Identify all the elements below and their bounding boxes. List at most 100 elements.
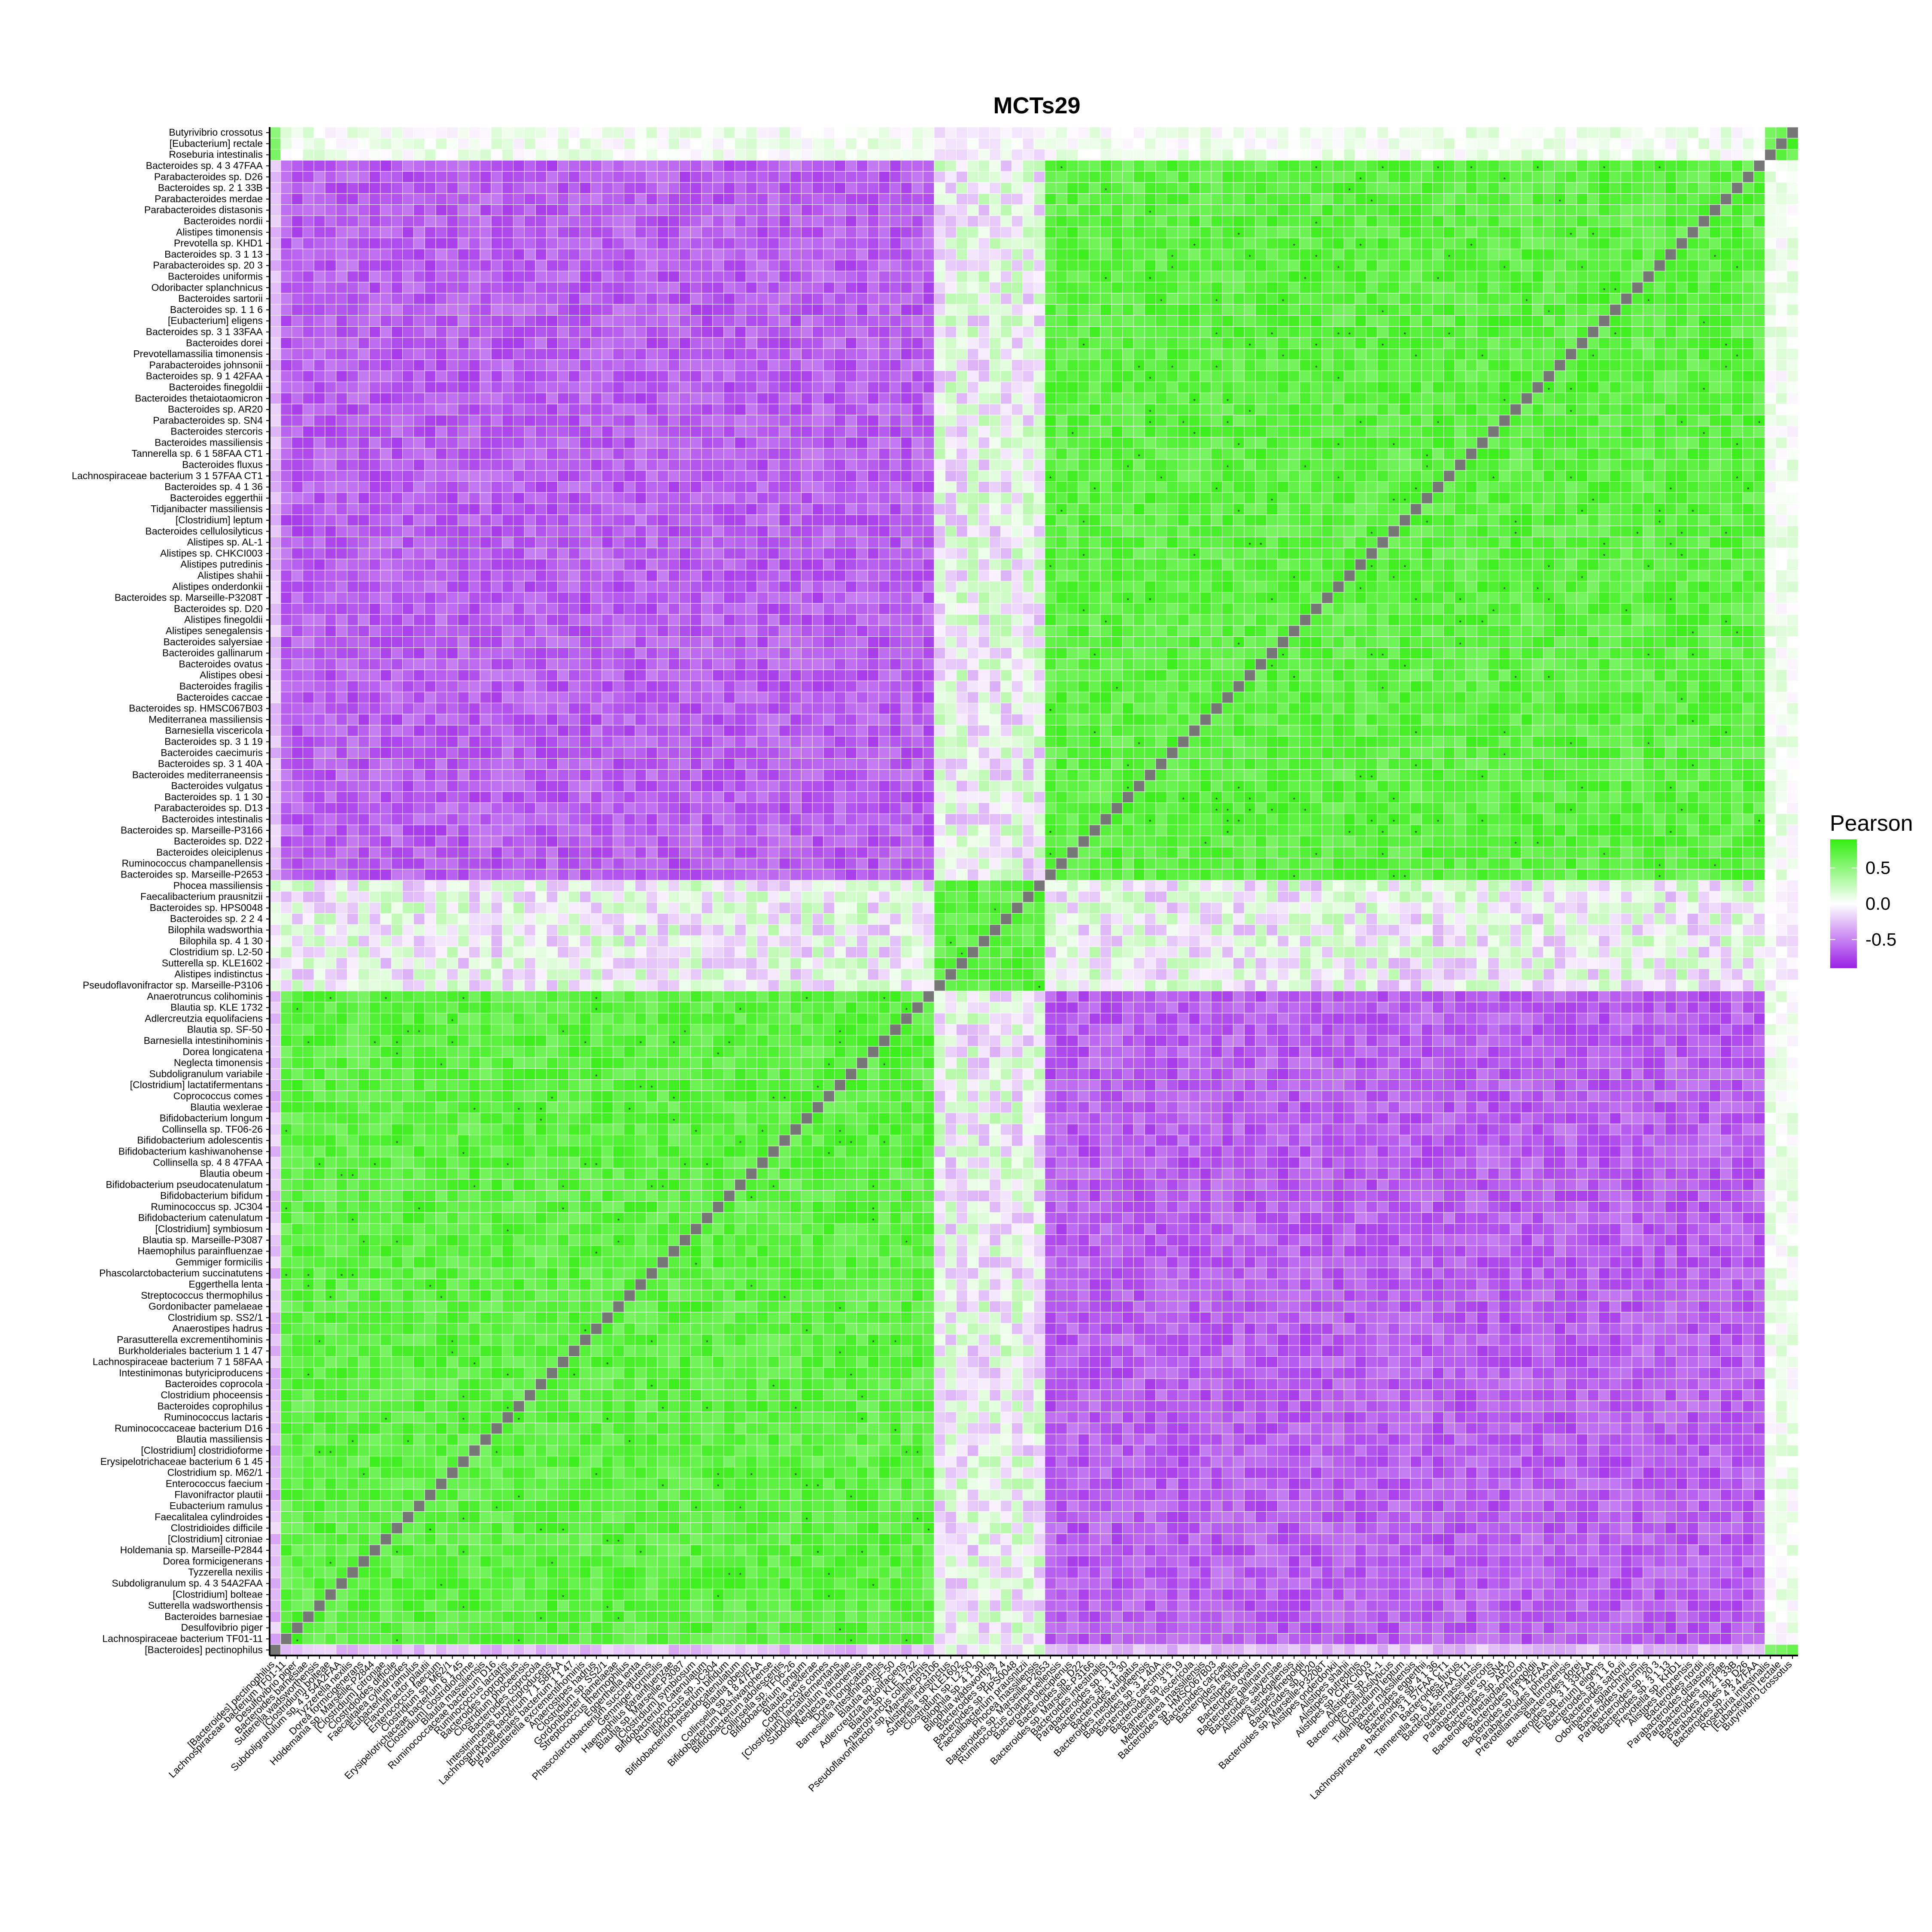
- heatmap-cell: [735, 171, 746, 182]
- heatmap-cell: [812, 415, 823, 426]
- heatmap-cell: [1776, 360, 1787, 371]
- heatmap-cell: [347, 437, 358, 448]
- heatmap-cell: [790, 316, 801, 327]
- heatmap-cell: [1089, 238, 1100, 249]
- heatmap-cell: [1278, 404, 1289, 415]
- heatmap-cell: [934, 260, 945, 271]
- heatmap-cell: [1577, 393, 1588, 404]
- heatmap-cell: [724, 415, 735, 426]
- heatmap-cell: [967, 504, 978, 515]
- heatmap-cell: [1410, 205, 1422, 216]
- heatmap-cell: [801, 149, 812, 161]
- heatmap-cell: [1433, 337, 1444, 349]
- heatmap-cell: [1599, 448, 1610, 459]
- heatmap-cell: [779, 515, 790, 526]
- heatmap-cell: [513, 360, 525, 371]
- heatmap-cell: [1765, 194, 1776, 205]
- heatmap-cell: [1754, 160, 1765, 171]
- heatmap-cell: [292, 448, 303, 459]
- heatmap-cell: [1610, 260, 1621, 271]
- heatmap-cell: [868, 393, 879, 404]
- heatmap-cell: [1510, 404, 1521, 415]
- heatmap-cell: [923, 160, 934, 171]
- heatmap-cell: [1554, 371, 1565, 382]
- heatmap-cell: [425, 492, 436, 504]
- heatmap-cell: [1156, 349, 1167, 360]
- heatmap-cell: [270, 149, 281, 161]
- heatmap-cell: [1443, 471, 1455, 482]
- heatmap-cell: [724, 316, 735, 327]
- heatmap-cell: [1300, 227, 1311, 238]
- heatmap-cell: [1687, 492, 1698, 504]
- heatmap-cell: [1133, 216, 1145, 227]
- heatmap-cell: [1178, 304, 1189, 316]
- heatmap-cell: [1754, 393, 1765, 404]
- heatmap-cell: [912, 482, 923, 493]
- heatmap-cell: [1710, 160, 1721, 171]
- heatmap-cell: [1477, 171, 1488, 182]
- heatmap-cell: [868, 415, 879, 426]
- heatmap-cell: [1565, 194, 1577, 205]
- heatmap-cell: [1023, 326, 1034, 337]
- heatmap-cell: [413, 492, 425, 504]
- heatmap-cell: [835, 492, 846, 504]
- heatmap-cell: [646, 393, 657, 404]
- heatmap-cell: [1078, 382, 1089, 393]
- heatmap-cell: [1100, 349, 1112, 360]
- heatmap-cell: [1355, 182, 1366, 194]
- heatmap-cell: [868, 492, 879, 504]
- heatmap-cell: [801, 271, 812, 282]
- heatmap-cell: [314, 371, 325, 382]
- heatmap-cell: [513, 393, 525, 404]
- heatmap-cell: [602, 426, 613, 437]
- heatmap-cell: [1698, 205, 1710, 216]
- heatmap-cell: [1100, 482, 1112, 493]
- heatmap-cell: [1222, 382, 1233, 393]
- heatmap-cell: [1311, 304, 1322, 316]
- heatmap-cell: [1333, 205, 1344, 216]
- heatmap-cell: [1455, 194, 1466, 205]
- heatmap-cell: [513, 138, 525, 149]
- heatmap-cell: [314, 194, 325, 205]
- heatmap-cell: [646, 249, 657, 260]
- heatmap-cell: [1233, 515, 1244, 526]
- heatmap-cell: [956, 404, 967, 415]
- heatmap-cell: [1267, 282, 1278, 293]
- heatmap-cell: [1267, 160, 1278, 171]
- heatmap-cell: [646, 404, 657, 415]
- heatmap-cell: [1344, 349, 1355, 360]
- heatmap-cell: [768, 160, 779, 171]
- heatmap-cell: [702, 482, 713, 493]
- heatmap-cell: [281, 194, 292, 205]
- heatmap-cell: [812, 471, 823, 482]
- heatmap-cell: [1743, 293, 1754, 304]
- heatmap-cell: [1632, 415, 1643, 426]
- heatmap-cell: [945, 504, 957, 515]
- heatmap-cell: [857, 437, 868, 448]
- heatmap-cell: [868, 149, 879, 161]
- heatmap-cell: [1621, 205, 1632, 216]
- heatmap-cell: [1112, 194, 1123, 205]
- heatmap-cell: [580, 138, 591, 149]
- heatmap-cell: [380, 471, 392, 482]
- heatmap-cell: [690, 393, 702, 404]
- heatmap-cell: [392, 426, 403, 437]
- heatmap-cell: [1089, 492, 1100, 504]
- heatmap-cell: [1521, 304, 1532, 316]
- heatmap-cell: [1355, 316, 1366, 327]
- heatmap-cell: [1322, 182, 1333, 194]
- heatmap-cell: [1067, 260, 1078, 271]
- heatmap-cell: [1543, 448, 1555, 459]
- heatmap-cell: [413, 316, 425, 327]
- heatmap-cell: [1588, 426, 1599, 437]
- heatmap-cell: [1300, 349, 1311, 360]
- heatmap-cell: [403, 160, 414, 171]
- heatmap-cell: [845, 205, 857, 216]
- heatmap-cell: [823, 149, 835, 161]
- heatmap-cell: [1078, 349, 1089, 360]
- heatmap-cell: [1710, 482, 1721, 493]
- heatmap-cell: [1654, 182, 1665, 194]
- heatmap-cell: [1322, 382, 1333, 393]
- heatmap-cell: [746, 182, 757, 194]
- heatmap-cell: [690, 260, 702, 271]
